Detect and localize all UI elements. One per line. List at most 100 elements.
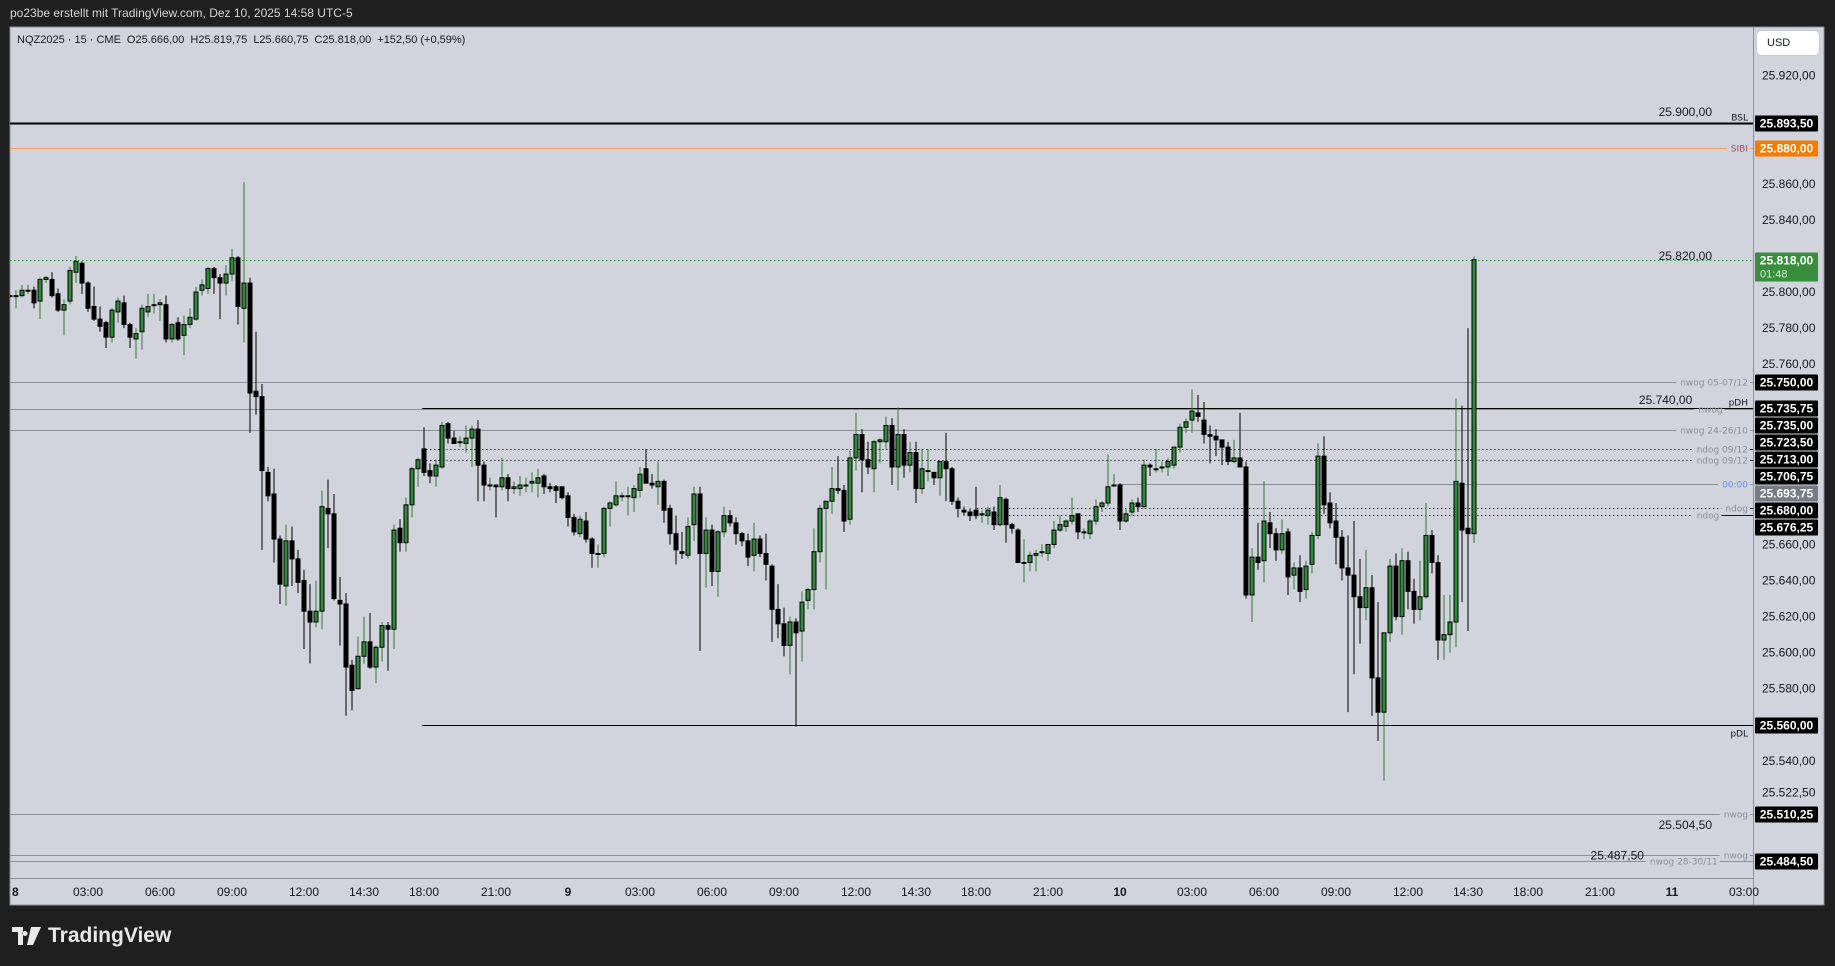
candle	[775, 584, 781, 639]
candle	[1309, 531, 1315, 574]
candle	[409, 466, 415, 518]
candle-body	[247, 282, 253, 394]
candle	[1459, 405, 1465, 603]
candle	[355, 636, 361, 690]
candle	[1357, 558, 1363, 644]
candle	[43, 275, 49, 284]
candle-body	[1303, 565, 1309, 591]
candle	[793, 618, 799, 727]
candle	[1183, 418, 1189, 433]
candle	[811, 528, 817, 610]
candle-body	[373, 646, 379, 668]
candle-body	[199, 284, 205, 291]
candle	[541, 474, 547, 494]
candle	[661, 479, 667, 523]
legend-symbol[interactable]: NQZ2025 · 15 · CME	[17, 34, 121, 46]
candle	[1045, 543, 1051, 561]
candle	[1351, 521, 1357, 675]
candle-body	[601, 507, 607, 554]
candle	[103, 320, 109, 348]
candle-body	[415, 459, 421, 470]
tradingview-brand[interactable]: TradingView	[12, 924, 171, 948]
candle-body	[1039, 551, 1045, 554]
level-labels: BSL SIBI nwog 05-07/12 pDH nwog nwog 24-26/10…	[1650, 114, 1748, 868]
candle-body	[775, 608, 781, 625]
badge-price: 25.818,00	[1760, 254, 1814, 268]
candle	[1249, 548, 1255, 623]
candle	[451, 430, 457, 445]
pdh-price-badge: 25.735,75	[1755, 400, 1818, 417]
candle	[1411, 578, 1417, 624]
candle	[895, 407, 901, 491]
candle	[415, 457, 421, 487]
candle	[259, 384, 265, 550]
candle-body	[817, 507, 823, 553]
candle	[163, 295, 169, 343]
candle-body	[589, 538, 595, 554]
candle	[403, 497, 409, 552]
candle	[841, 484, 847, 532]
candle-body	[877, 439, 883, 443]
candle-body	[493, 484, 499, 488]
candle-body	[397, 527, 403, 544]
candle-body	[703, 529, 709, 554]
candle-body	[631, 488, 637, 499]
candle-body	[235, 257, 241, 307]
candle	[481, 461, 487, 502]
candle	[73, 256, 79, 284]
candle	[55, 288, 61, 312]
candle	[205, 266, 211, 294]
candle-body	[691, 493, 697, 526]
candle	[1015, 528, 1021, 564]
candle	[949, 466, 955, 505]
nwog-28-30-11-label: nwog 28-30/11	[1650, 858, 1718, 868]
time-axis[interactable]: 8 03:00 06:00 09:00 12:00 14:30 18:00 21:00 9 03:…	[12, 885, 1759, 899]
candle	[1057, 515, 1063, 532]
legend-change: +152,50 (+0,59%)	[377, 34, 466, 46]
candle	[1273, 528, 1279, 561]
candle-body	[1417, 596, 1423, 610]
bsl-price-badge: 25.893,50	[1755, 115, 1818, 132]
candle-body	[1231, 457, 1237, 463]
candle	[733, 517, 739, 545]
badge-price: 25.510,25	[1760, 808, 1814, 822]
candle	[19, 284, 25, 298]
time-tick-day: 11	[1666, 885, 1679, 899]
price-tick-label: 25.760,00	[1762, 357, 1816, 371]
candle-body	[1165, 461, 1171, 468]
candle-body	[469, 428, 475, 439]
time-tick-label: 21:00	[481, 885, 511, 899]
candle-body	[1249, 556, 1255, 596]
candle	[517, 475, 523, 496]
candle	[1009, 522, 1015, 534]
candle-body	[1351, 574, 1357, 598]
candle-body	[445, 423, 451, 439]
candle-body	[109, 309, 115, 338]
candle	[295, 549, 301, 594]
candle	[397, 519, 403, 552]
candle-body	[1285, 531, 1291, 578]
candle	[385, 622, 391, 671]
badge-price: 25.893,50	[1760, 117, 1814, 131]
candle	[1267, 512, 1273, 549]
level-lines	[10, 122, 1753, 862]
bsl-label: BSL	[1731, 114, 1748, 124]
candle	[1129, 499, 1135, 516]
candle	[1219, 439, 1225, 466]
price-axis[interactable]: 25.920,00 25.900,00 25.860,00 25.840,00 25.8…	[1591, 69, 1816, 863]
candle	[505, 474, 511, 502]
candle-body	[547, 486, 553, 490]
candle-body	[967, 511, 973, 517]
candle-body	[919, 468, 925, 490]
time-tick-label: 21:00	[1585, 885, 1615, 899]
candle	[937, 461, 943, 496]
candle	[997, 484, 1003, 527]
time-tick-label: 14:30	[349, 885, 379, 899]
currency-button[interactable]: USD	[1757, 31, 1819, 55]
candle	[1069, 497, 1075, 525]
candle-body	[1339, 536, 1345, 569]
legend-low: L25.660,75	[253, 34, 309, 46]
candle	[739, 531, 745, 547]
